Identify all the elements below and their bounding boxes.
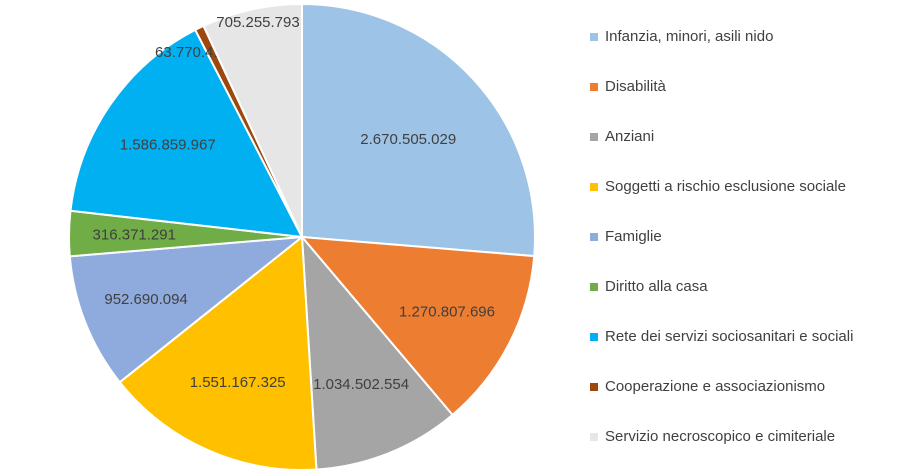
legend-item: Cooperazione e associazionismo: [590, 378, 825, 395]
data-label: 1.586.859.967: [120, 136, 216, 153]
data-label: 1.034.502.554: [313, 376, 409, 393]
legend-swatch: [590, 132, 598, 141]
legend-item: Famiglie: [590, 228, 662, 245]
legend-swatch: [590, 32, 598, 41]
legend-item: Infanzia, minori, asili nido: [590, 28, 773, 45]
legend-label: Cooperazione e associazionismo: [605, 378, 826, 395]
legend-item: Rete dei servizi sociosanitari e sociali: [590, 328, 853, 345]
pie-slice: [69, 28, 304, 239]
data-label: 952.690.094: [104, 291, 187, 308]
legend-label: Disabilità: [605, 78, 666, 95]
pie-slice: [300, 234, 454, 471]
legend-item: Diritto alla casa: [590, 278, 708, 295]
legend-swatch: [590, 332, 598, 341]
legend-label: Rete dei servizi sociosanitari e sociali: [605, 328, 854, 345]
legend-label: Servizio necroscopico e cimiteriale: [605, 428, 836, 445]
pie-slice: [202, 2, 303, 238]
pie-slice: [118, 235, 318, 471]
data-label: 2.670.505.029: [360, 131, 456, 148]
data-label: 1.551.167.325: [190, 374, 286, 391]
data-label: 1.270.807.696: [399, 304, 495, 321]
legend-label: Famiglie: [605, 228, 662, 245]
pie-slice: [299, 235, 536, 417]
pie-chart: 2.670.505.029 1.270.807.696 1.034.502.554 1…: [68, 2, 536, 471]
legend-swatch: [590, 432, 598, 441]
data-label: 705.255.793: [216, 14, 299, 31]
data-label: 63.770.411: [155, 44, 229, 61]
legend-item: Anziani: [590, 128, 654, 145]
legend-label: Anziani: [605, 128, 655, 145]
data-label: 316.371.291: [93, 227, 176, 244]
pie-slice: [301, 2, 536, 258]
legend-item: Soggetti a rischio esclusione sociale: [590, 178, 846, 195]
legend-swatch: [590, 182, 598, 191]
legend-swatch: [590, 282, 598, 291]
legend-swatch: [590, 82, 598, 91]
legend-swatch: [590, 232, 598, 241]
legend-label: Infanzia, minori, asili nido: [605, 28, 774, 45]
legend-label: Soggetti a rischio esclusione sociale: [605, 178, 846, 195]
legend-label: Diritto alla casa: [605, 278, 708, 295]
pie-slice: [68, 235, 306, 384]
legend-item: Servizio necroscopico e cimiteriale: [590, 428, 835, 445]
legend-item: Disabilità: [590, 78, 666, 95]
legend-swatch: [590, 382, 598, 391]
